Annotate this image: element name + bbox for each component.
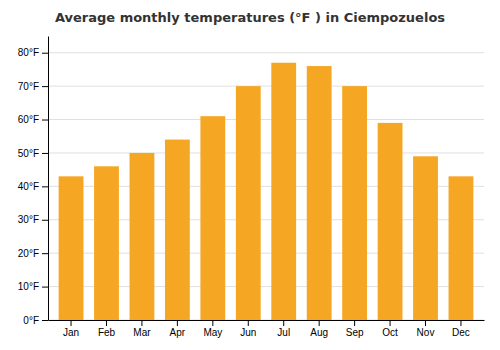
y-tick-label: 80°F [18,47,39,58]
x-tick: Oct [382,320,398,338]
x-tick-label: Jul [277,327,290,338]
bar [94,166,119,320]
y-tick: 50°F [18,148,48,159]
y-tick-label: 60°F [18,114,39,125]
bar [449,176,474,320]
x-tick-label: Sep [346,327,364,338]
x-tick: May [203,320,222,338]
x-tick-label: Dec [452,327,470,338]
bar [307,66,332,320]
y-tick: 30°F [18,214,48,225]
x-tick: Jun [240,320,256,338]
bar [413,156,438,320]
x-tick: Jul [277,320,290,338]
title: Average monthly temperatures (°F ) in Ci… [55,10,445,25]
y-tick-mark [42,287,48,288]
x-tick-mark [106,320,107,326]
x-tick-label: Aug [310,327,328,338]
y-tick: 10°F [18,281,48,292]
x-tick-mark [248,320,249,326]
y-tick: 0°F [23,315,48,326]
y-tick-mark [42,320,48,321]
grid-line [48,52,484,53]
x-tick-label: Nov [417,327,435,338]
x-tick-mark [319,320,320,326]
bar [378,123,403,320]
x-tick-mark [390,320,391,326]
y-tick: 70°F [18,81,48,92]
y-tick-mark [42,120,48,121]
x-tick-label: May [203,327,222,338]
y-tick-label: 10°F [18,281,39,292]
x-tick: Jan [63,320,79,338]
y-tick-label: 70°F [18,81,39,92]
y-tick-label: 40°F [18,181,39,192]
grid-line [48,119,484,120]
x-tick-mark [177,320,178,326]
x-tick-label: Jan [63,327,79,338]
x-tick: Nov [417,320,435,338]
y-tick: 20°F [18,248,48,259]
x-tick: Aug [310,320,328,338]
grid [48,53,484,320]
bar [271,63,296,320]
y-tick-mark [42,153,48,154]
x-tick-label: Apr [170,327,186,338]
x-tick-mark [425,320,426,326]
x-tick-mark [212,320,213,326]
y-tick-mark [42,253,48,254]
bar [342,86,367,320]
y-tick: 40°F [18,181,48,192]
x-tick: Feb [98,320,116,338]
y-tick-mark [42,86,48,87]
y-tick-mark [42,186,48,187]
bar [59,176,84,320]
x-tick: Apr [170,320,186,338]
grid-line [48,86,484,87]
x-tick-label: Mar [133,327,151,338]
bar [130,153,155,320]
y-tick: 60°F [18,114,48,125]
bar [200,116,225,320]
y-tick: 80°F [18,47,48,58]
plot: Jan Feb Mar Apr May Jun Jul Aug Sep Oct Nov Dec 0°F 1… [18,37,485,339]
bar [165,140,190,320]
x-tick: Dec [452,320,470,338]
bar [236,86,261,320]
x-tick-mark [141,320,142,326]
x-tick: Mar [133,320,151,338]
x-tick-label: Oct [382,327,398,338]
x-tick-mark [460,320,461,326]
y-tick-mark [42,220,48,221]
y-axis: 0°F 10°F 20°F 30°F 40°F 50°F 60°F 70°F 80°F [18,37,49,326]
y-tick-label: 0°F [23,315,39,326]
y-tick-label: 30°F [18,214,39,225]
x-tick-label: Feb [98,327,116,338]
y-tick-mark [42,53,48,54]
x-tick-label: Jun [240,327,256,338]
y-axis-line [48,37,49,321]
chart: Jan Feb Mar Apr May Jun Jul Aug Sep Oct Nov Dec 0°F 1… [0,0,500,350]
x-tick-mark [71,320,72,326]
x-axis: Jan Feb Mar Apr May Jun Jul Aug Sep Oct Nov Dec [49,320,485,338]
x-tick-mark [354,320,355,326]
bars [59,63,474,320]
x-axis-line [49,320,485,321]
grid-line [48,152,484,153]
y-tick-label: 20°F [18,248,39,259]
x-tick: Sep [346,320,364,338]
y-tick-label: 50°F [18,148,39,159]
x-tick-mark [283,320,284,326]
